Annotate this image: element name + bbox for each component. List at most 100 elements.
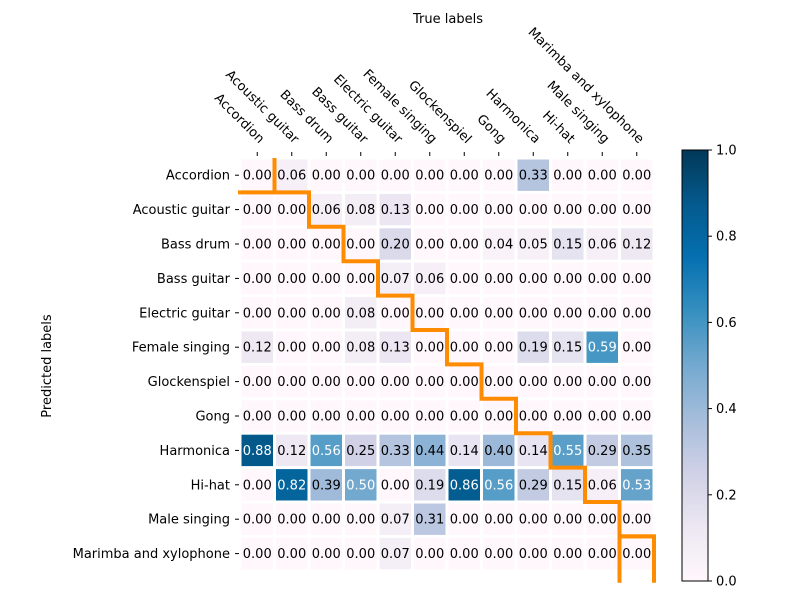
cell-value-label: 0.00	[381, 306, 410, 321]
cell-value-label: 0.00	[346, 375, 375, 390]
heatmap-cell	[345, 537, 377, 570]
cell-value-label: 0.00	[277, 306, 306, 321]
heatmap-cell	[621, 365, 653, 398]
heatmap-cell	[345, 193, 377, 226]
heatmap-cell	[345, 228, 377, 260]
cell-value-label: 0.00	[588, 306, 617, 321]
cell-value-label: 0.12	[243, 341, 272, 356]
heatmap-cell	[586, 228, 618, 260]
heatmap-cell	[276, 365, 308, 398]
cell-value-label: 0.00	[312, 410, 341, 425]
cell-value-label: 0.00	[553, 547, 582, 562]
cell-value-label: 0.00	[519, 410, 548, 425]
heatmap-cell	[379, 365, 411, 398]
heatmap-cell	[586, 331, 618, 363]
heatmap-cell	[241, 537, 273, 570]
cell-value-label: 0.00	[450, 547, 479, 562]
cell-value-label: 0.12	[622, 238, 651, 253]
heatmap-cell	[621, 297, 653, 329]
cell-value-label: 0.08	[346, 306, 375, 321]
heatmap-cell	[379, 193, 411, 226]
heatmap-cell	[448, 159, 480, 191]
row-tick-label: Hi-hat	[191, 478, 230, 493]
row-tick-label: Accordion	[166, 169, 230, 184]
cell-value-label: 0.00	[415, 547, 444, 562]
heatmap-cell	[586, 469, 618, 501]
heatmap-cell	[345, 400, 377, 432]
colorbar-tick-label: 0.8	[716, 230, 737, 245]
colorbar: 0.0 0.2 0.4 0.6 0.8 1.0	[681, 144, 737, 590]
heatmap-cell	[517, 400, 549, 432]
cell-value-label: 0.00	[519, 547, 548, 562]
heatmap-cell	[414, 503, 446, 535]
heatmap-cell	[379, 469, 411, 501]
heatmap-cell	[621, 228, 653, 260]
cell-value-label: 0.19	[415, 478, 444, 493]
heatmap-cell	[345, 365, 377, 398]
heatmap-cell	[552, 159, 584, 191]
cell-value-label: 0.55	[553, 444, 582, 459]
heatmap-cell	[448, 228, 480, 260]
heatmap-cell	[414, 400, 446, 432]
cell-value-label: 0.29	[588, 444, 617, 459]
heatmap-cell	[586, 503, 618, 535]
heatmap-cell	[345, 434, 377, 467]
heatmap-cell	[552, 434, 584, 467]
heatmap-cell	[586, 434, 618, 467]
cell-value-label: 0.00	[588, 513, 617, 528]
cell-value-label: 0.00	[312, 238, 341, 253]
cell-value-label: 0.00	[484, 513, 513, 528]
heatmap-cell	[379, 537, 411, 570]
cell-value-label: 0.50	[346, 478, 375, 493]
cell-value-label: 0.00	[622, 513, 651, 528]
heatmap-cell	[276, 262, 308, 295]
row-tick-label: Gong	[195, 410, 230, 425]
heatmap-cell	[241, 365, 273, 398]
heatmap-cell	[552, 262, 584, 295]
heatmap-cell	[345, 297, 377, 329]
row-tick-label: Acoustic guitar	[133, 203, 231, 218]
diagonal-staircase-line	[272, 158, 656, 583]
heatmap-cell	[310, 503, 342, 535]
cell-value-label: 0.00	[243, 547, 272, 562]
heatmap-cell	[241, 297, 273, 329]
row-tick-label: Harmonica	[160, 444, 230, 459]
cell-value-label: 0.00	[519, 306, 548, 321]
heatmap-cell	[379, 400, 411, 432]
cell-value-label: 0.12	[277, 444, 306, 459]
heatmap-cell	[621, 331, 653, 363]
cell-value-label: 0.00	[312, 306, 341, 321]
cell-value-label: 0.00	[243, 272, 272, 287]
heatmap-cell	[621, 193, 653, 226]
heatmap-cell	[552, 228, 584, 260]
heatmap-cell	[483, 400, 515, 432]
cell-value-label: 0.56	[484, 478, 513, 493]
cell-value-label: 0.15	[553, 478, 582, 493]
heatmap-cell	[379, 297, 411, 329]
cell-value-label: 0.00	[450, 306, 479, 321]
cell-value-label: 0.08	[346, 341, 375, 356]
heatmap-cell	[552, 193, 584, 226]
row-tick-label: Male singing	[148, 513, 230, 528]
cell-value-label: 0.07	[381, 272, 410, 287]
cell-value-label: 0.00	[450, 410, 479, 425]
heatmap-cell	[448, 331, 480, 363]
cell-value-label: 0.00	[553, 513, 582, 528]
cell-value-label: 0.40	[484, 444, 513, 459]
heatmap-cell	[310, 297, 342, 329]
heatmap-cells	[241, 159, 653, 570]
cell-value-label: 0.13	[381, 341, 410, 356]
cell-value-label: 0.00	[450, 272, 479, 287]
cell-value-label: 0.00	[243, 203, 272, 218]
heatmap-cell	[448, 434, 480, 467]
heatmap-cell	[241, 503, 273, 535]
cell-value-label: 0.00	[553, 169, 582, 184]
cell-value-label: 0.00	[415, 306, 444, 321]
x-axis-title: True labels	[412, 12, 483, 27]
heatmap-cell	[345, 331, 377, 363]
heatmap-cell	[586, 365, 618, 398]
heatmap-cell	[345, 469, 377, 501]
cell-value-label: 0.00	[243, 513, 272, 528]
cell-value-label: 0.00	[277, 410, 306, 425]
cell-value-label: 0.88	[243, 444, 272, 459]
